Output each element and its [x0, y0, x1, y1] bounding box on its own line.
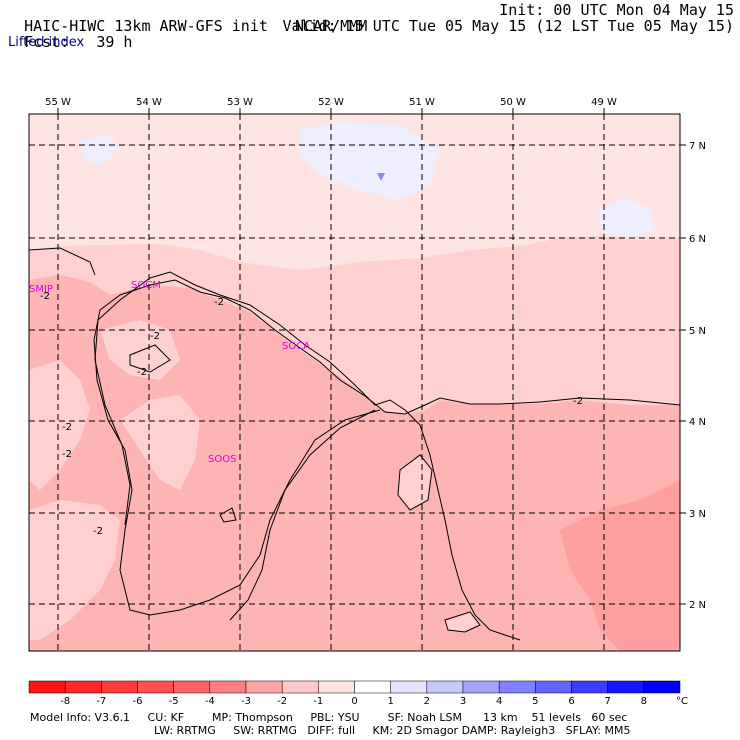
colorbar-swatch [607, 680, 645, 694]
lat-label: 7 N [689, 141, 706, 152]
lat-label: 3 N [689, 509, 706, 520]
li-minus1-patch [445, 612, 480, 632]
station-label: SOOS [208, 454, 236, 465]
lon-label: 53 W [227, 97, 253, 108]
coastline [149, 271, 521, 641]
lon-label: 54 W [136, 97, 162, 108]
li-minus3-region [620, 540, 680, 651]
colorbar-tick-label: 4 [496, 696, 502, 707]
contour-line-minus2 [93, 279, 681, 616]
lat-label: 4 N [689, 417, 706, 428]
colorbar-unit: °C [676, 696, 688, 707]
colorbar-swatch [462, 680, 500, 694]
station-label: SOCM [131, 280, 161, 291]
colorbar-swatch [354, 680, 391, 694]
colorbar-tick-label: 2 [424, 696, 430, 707]
colorbar-swatch [426, 680, 464, 694]
colorbar-tick-label: 5 [532, 696, 538, 707]
lon-label: 52 W [318, 97, 344, 108]
contour-label: -2 [93, 526, 103, 537]
colorbar-tick-label: 3 [460, 696, 466, 707]
border-line [229, 409, 376, 621]
colorbar-tick-label: 1 [387, 696, 393, 707]
lat-label: 6 N [689, 234, 706, 245]
colorbar-swatch [535, 680, 572, 694]
colorbar-tick-label: -6 [133, 696, 143, 707]
contour-label: -2 [62, 449, 72, 460]
valid-time: Valid: 15 UTC Tue 05 May 15 (12 LST Tue … [282, 17, 734, 35]
colorbar-tick-label: 8 [641, 696, 647, 707]
li-minus1-patch [29, 500, 120, 640]
contour-label: -2 [137, 367, 147, 378]
lat-label: 5 N [689, 326, 706, 337]
contour-line-minus2 [129, 344, 171, 373]
model-info-line2: LW: RRTMG SW: RRTMG DIFF: full KM: 2D Sm… [154, 724, 631, 737]
colorbar-swatch [498, 680, 536, 694]
colorbar-tick-label: -4 [205, 696, 215, 707]
li-plus-patch [80, 135, 120, 165]
model-title: HAIC-HIWC 13km ARW-GFS init NCAR/MMM [24, 17, 368, 35]
li-minus1-patch [100, 320, 180, 380]
li-minus1-patch [29, 360, 90, 490]
model-info-line1: Model Info: V3.6.1 CU: KF MP: Thompson P… [30, 711, 628, 724]
li-minus1-patch [398, 455, 432, 510]
colorbar-swatch [173, 680, 211, 694]
colorbar-tick-label: 6 [568, 696, 574, 707]
init-time: Init: 00 UTC Mon 04 May 15 [499, 1, 734, 19]
colorbar-tick-label: -5 [169, 696, 179, 707]
contour-line-minus2 [219, 507, 237, 523]
colorbar-swatch [643, 680, 681, 694]
contour-line-minus2 [397, 454, 433, 511]
lon-label: 49 W [591, 97, 617, 108]
forecast-hour: Fcst: 39 h [24, 33, 133, 51]
li-minus1-patch [120, 395, 200, 490]
lon-label: 50 W [500, 97, 526, 108]
field-name: Lifted index [8, 35, 85, 50]
colorbar-swatch [64, 680, 102, 694]
colorbar-tick-label: -7 [96, 696, 106, 707]
station-label: SOCA [282, 341, 310, 352]
contour-label: -2 [573, 396, 583, 407]
contour-label: -2 [150, 331, 160, 342]
colorbar-swatch [137, 680, 174, 694]
colorbar-swatch [28, 680, 66, 694]
colorbar-tick-label: -2 [277, 696, 287, 707]
colorbar-swatch [209, 680, 247, 694]
lat-lon-grid [29, 114, 680, 651]
colorbar-tick-label: 7 [604, 696, 610, 707]
colorbar-swatch [245, 680, 283, 694]
lon-label: 55 W [45, 97, 71, 108]
colorbar-tick-label: -8 [60, 696, 70, 707]
colorbar-swatch [281, 680, 319, 694]
contour-label: -2 [214, 297, 224, 308]
map-frame [28, 113, 681, 652]
lat-label: 2 N [689, 600, 706, 611]
station-label: SMJP [29, 284, 53, 295]
colorbar-tick-label: -3 [241, 696, 251, 707]
colorbar-swatch [101, 680, 138, 694]
colorbar-tick-label: 0 [351, 696, 357, 707]
contour-label: -2 [40, 291, 50, 302]
colorbar-swatch [571, 680, 608, 694]
colorbar-swatch [390, 680, 428, 694]
contour-line-minus2 [28, 247, 96, 276]
colorbar-swatch [318, 680, 355, 694]
li-plus-patch [300, 122, 440, 200]
colorbar [28, 680, 681, 694]
contour-label: -2 [62, 422, 72, 433]
lon-label: 51 W [409, 97, 435, 108]
contour-line-minus2 [444, 611, 481, 633]
border-line [94, 277, 151, 526]
frame-ticks [57, 108, 686, 605]
li-plus-patch [598, 198, 655, 238]
colorbar-tick-label: -1 [313, 696, 323, 707]
li-plus-marker [377, 173, 385, 181]
li-minus2-region [29, 275, 680, 651]
